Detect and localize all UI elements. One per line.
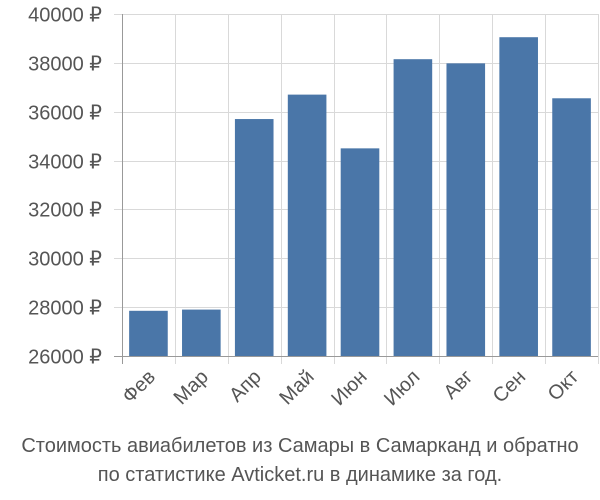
x-tick-label: Мар [170, 366, 213, 409]
bar [234, 119, 274, 357]
chart-caption-line-2: по статистике Avticket.ru в динамике за … [97, 464, 503, 486]
bar-layer [129, 37, 591, 357]
x-tick-label: Апр [225, 366, 266, 407]
x-tick-label: Фев [118, 366, 160, 408]
y-tick-label: 38000 ₽ [28, 54, 102, 76]
x-tick-label: Авг [440, 366, 478, 404]
bar [499, 37, 538, 356]
y-tick-label: 34000 ₽ [28, 152, 102, 174]
y-tick-label: 32000 ₽ [28, 200, 102, 222]
axis-layer [114, 14, 598, 364]
bar [287, 94, 327, 356]
y-tick-label: 28000 ₽ [28, 298, 102, 320]
x-tick-label: Окт [544, 366, 583, 405]
y-tick-label: 40000 ₽ [28, 5, 102, 27]
bar [393, 59, 433, 356]
x-tick-label: Май [275, 366, 318, 409]
bar [129, 310, 168, 356]
bar [340, 148, 380, 356]
x-tick-label: Июн [327, 366, 371, 410]
bar-chart: 26000 ₽ 28000 ₽ 30000 ₽ 32000 ₽ 34000 ₽ 36000… [28, 5, 599, 410]
bar [182, 309, 221, 356]
y-tick-label: 26000 ₽ [28, 347, 102, 369]
chart-caption-line-1: Стоимость авиабилетов из Самары в Самарк… [21, 435, 579, 457]
bar [552, 98, 591, 357]
x-tick-label: Июл [380, 366, 424, 410]
x-tick-label: Сен [489, 366, 530, 407]
y-tick-label: 36000 ₽ [28, 103, 102, 125]
y-tick-label: 30000 ₽ [28, 249, 102, 271]
bar [446, 63, 486, 357]
